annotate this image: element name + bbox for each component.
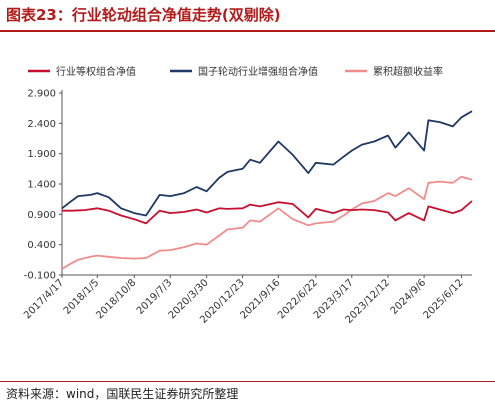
series-line-0 — [62, 200, 473, 225]
y-tick-label: 0.900 — [27, 210, 56, 221]
y-tick-label: 2.900 — [27, 89, 56, 100]
title-divider — [0, 30, 495, 32]
x-tick-label: 2018/10/8 — [94, 277, 138, 321]
y-tick-label: 1.900 — [27, 149, 56, 160]
y-tick-label: 0.400 — [27, 240, 56, 251]
legend-label-1: 国子轮动行业增强组合净值 — [198, 65, 318, 78]
x-tick-label: 2024/9/6 — [389, 277, 429, 317]
x-tick-label: 2017/4/17 — [22, 277, 66, 321]
legend-label-0: 行业等权组合净值 — [56, 65, 136, 78]
line-chart: 2.900 2.400 1.900 1.400 0.900 0.400 -0.1002017… — [22, 65, 473, 326]
source-divider — [0, 381, 495, 382]
legend-label-2: 累积超额收益率 — [373, 65, 443, 78]
y-tick-label: -0.100 — [24, 271, 56, 282]
series-line-1 — [61, 110, 473, 217]
series-line-2 — [61, 175, 473, 270]
figure-title: 图表23：行业轮动组合净值走势(双剔除) — [6, 6, 281, 24]
source-note: 资料来源：wind，国联民生证券研究所整理 — [6, 387, 239, 401]
x-tick-label: 2018/1/5 — [62, 277, 102, 317]
y-tick-label: 2.400 — [27, 119, 56, 130]
x-tick-label: 2025/6/12 — [422, 277, 466, 321]
y-tick-label: 1.400 — [27, 180, 56, 191]
